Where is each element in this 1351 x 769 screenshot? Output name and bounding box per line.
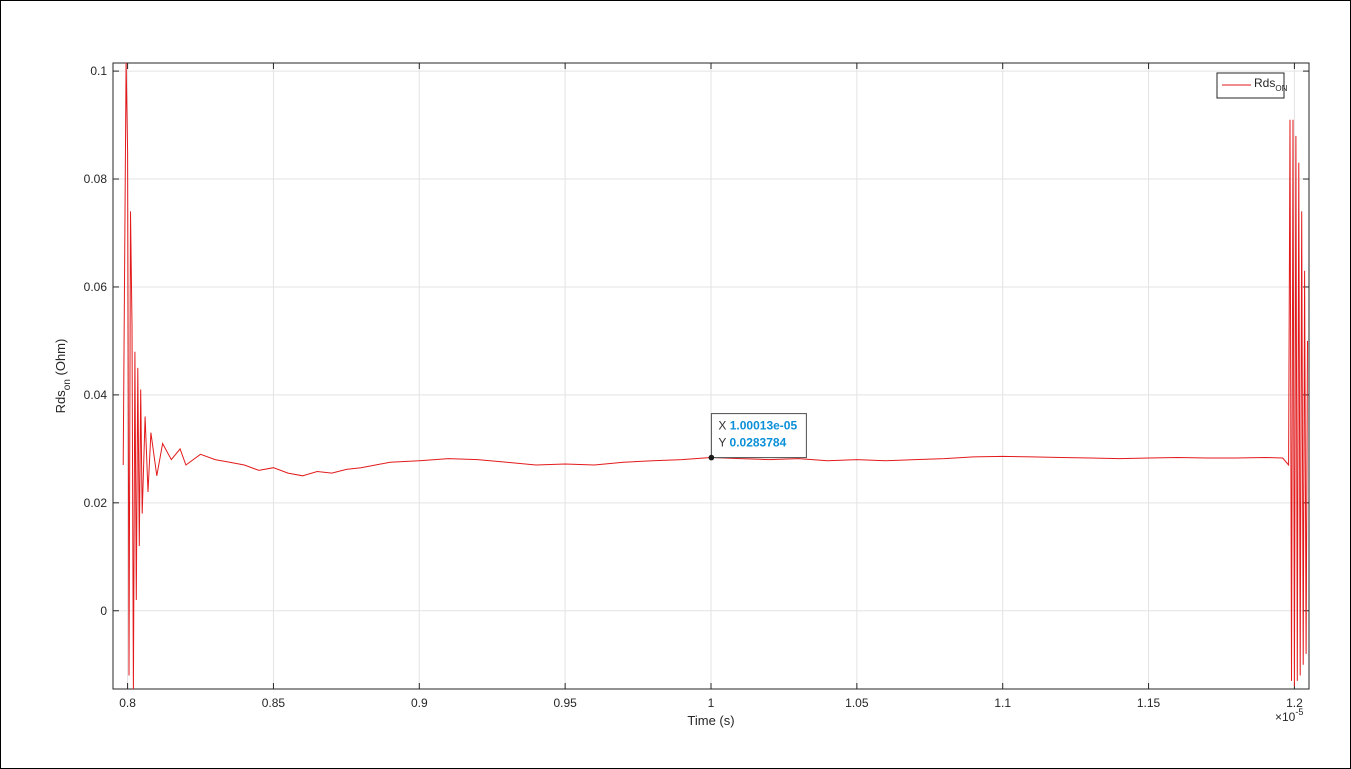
y-tick-label: 0.04 [84,388,108,402]
x-tick-label: 1.2 [1286,696,1303,710]
legend-label-sub: ON [1275,84,1287,93]
y-tick-label: 0.06 [84,280,108,294]
axis-ticks: 0.8 0.85 0.9 0.95 1 1.05 1.1 1.15 1.2 0 0.02 0.04 0.… [84,63,1309,710]
series-line-rds-on[interactable] [122,60,1308,691]
data-tip-y-prefix: Y [718,436,726,450]
y-tick-label: 0 [100,604,107,618]
data-tip-x-value: 1.00013e-05 [730,419,798,433]
x-tick-label: 1 [708,696,715,710]
y-tick-label: 0.08 [84,172,108,186]
data-tip[interactable]: X 1.00013e-05 Y 0.0283784 [708,413,807,461]
data-tip-x-row: X 1.00013e-05 [718,419,797,433]
x-axis-exponent-label: ×10-5 [1275,707,1303,724]
data-tip-marker[interactable] [708,454,715,461]
grid-lines [113,63,1309,689]
x-tick-label: 1.1 [994,696,1011,710]
x-axis-label: Time (s) [687,713,734,728]
x-tick-label: 0.95 [553,696,577,710]
legend[interactable]: RdsON [1216,72,1288,99]
data-tip-y-value: 0.0283784 [730,436,787,450]
y-axis-label: Rdson (Ohm) [53,339,73,414]
y-axis-label-sub: on [62,379,73,390]
data-tip-y-row: Y 0.0283784 [718,436,786,450]
x-axis-exponent-base: ×10 [1275,710,1296,724]
x-tick-label: 1.05 [845,696,869,710]
legend-label-rds-on: RdsON [1254,76,1288,93]
y-tick-label: 0.02 [84,496,108,510]
y-axis-label-unit: (Ohm) [53,339,68,379]
y-axis-label-main: Rds [53,390,68,414]
x-tick-label: 0.8 [119,696,136,710]
x-axis-exponent-power: -5 [1295,707,1303,717]
y-tick-label: 0.1 [90,64,107,78]
x-tick-label: 0.85 [262,696,286,710]
x-tick-label: 0.9 [411,696,428,710]
legend-label-main: Rds [1254,76,1275,90]
data-tip-box [710,413,807,459]
data-tip-x-prefix: X [718,419,726,433]
x-tick-label: 1.15 [1137,696,1161,710]
